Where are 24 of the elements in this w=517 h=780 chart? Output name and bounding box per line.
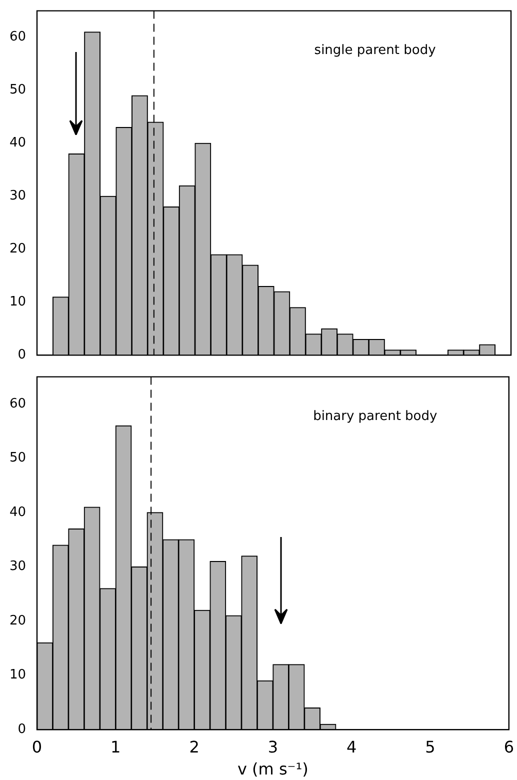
- y-tick-label: 20: [9, 242, 26, 257]
- y-tick-label: 30: [9, 188, 26, 204]
- y-tick-label: 0: [18, 722, 26, 737]
- y-tick-label: 60: [9, 396, 26, 412]
- y-tick-label: 50: [9, 82, 26, 98]
- x-tick-label: 4: [346, 737, 357, 756]
- y-tick-label: 10: [9, 294, 26, 310]
- y-tick-label: 40: [9, 136, 26, 151]
- y-tick-label: 50: [9, 450, 26, 466]
- annotation: single parent body: [314, 43, 436, 58]
- y-tick-label: 10: [9, 668, 26, 683]
- annotation: binary parent body: [313, 409, 438, 424]
- y-tick-label: 30: [9, 559, 26, 574]
- x-tick-label: 0: [32, 737, 42, 756]
- x-tick-label: 1: [110, 737, 121, 756]
- y-tick-label: 60: [9, 30, 26, 45]
- x-tick-label: 2: [189, 737, 200, 756]
- x-tick-label: 6: [504, 737, 514, 756]
- y-tick-label: 0: [18, 348, 26, 363]
- y-tick-label: 40: [9, 504, 26, 520]
- x-tick-label: 3: [268, 737, 278, 756]
- y-tick-label: 20: [9, 613, 26, 628]
- x-axis-title: v (m s⁻¹): [238, 760, 308, 779]
- x-tick-label: 5: [425, 737, 436, 756]
